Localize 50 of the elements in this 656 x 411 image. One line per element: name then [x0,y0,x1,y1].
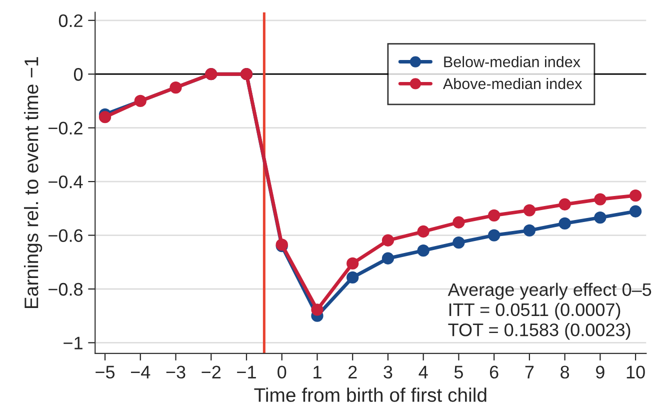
y-tick-label: −0.6 [48,229,83,242]
x-tick-label: 0 [278,366,286,379]
point [488,229,500,242]
y-tick-label: −1 [64,336,82,350]
point [311,304,324,316]
x-tick-label: 9 [596,366,604,379]
point [594,193,606,206]
y-tick-label: −0.2 [48,122,82,135]
x-tick-label: −2 [202,366,221,378]
legend-label: Below-median index [444,56,580,68]
x-tick-label: 10 [626,366,645,379]
point [382,252,394,264]
y-axis-title: Earnings rel. to event time −1 [24,57,42,308]
annotation: Average yearly effect 0–5 ITT = 0.0511 (0.0007) TOT = 0.1583 (0.0023) [448,282,652,340]
x-tick-label: −1 [237,366,256,378]
x-tick-label: 3 [384,366,392,379]
x-tick-label: 1 [314,366,322,378]
x-tick-label: 5 [454,366,463,379]
x-axis-title: Time from birth of first child [254,388,486,402]
x-tick-label: 2 [348,366,357,378]
point [452,236,465,249]
point [629,189,642,202]
point [594,211,606,224]
x-tick-label: −5 [96,366,115,379]
point [558,217,571,230]
y-tick-label: 0 [74,68,83,81]
point [417,225,430,238]
y-tick-label: −0.4 [48,175,83,188]
legend-label: Above-median index [442,78,582,90]
x-tick-label: −4 [130,366,150,378]
point [629,205,642,218]
point [134,94,146,108]
point [488,209,500,222]
y-tick-label: 0.2 [58,14,82,28]
y-tick-label: −0.8 [48,282,83,296]
x-tick-label: 6 [490,366,498,379]
point [417,244,430,257]
point [346,271,359,284]
point [382,234,394,246]
point [170,81,182,94]
x-tick-label: 8 [560,366,570,379]
point [523,224,536,237]
point [523,204,536,216]
point [452,216,465,228]
point [98,111,112,124]
x-tick-label: −3 [166,366,186,379]
x-tick-label: 7 [525,366,534,378]
x-tick-label: 4 [418,366,428,378]
point [558,198,571,210]
point [346,257,359,270]
